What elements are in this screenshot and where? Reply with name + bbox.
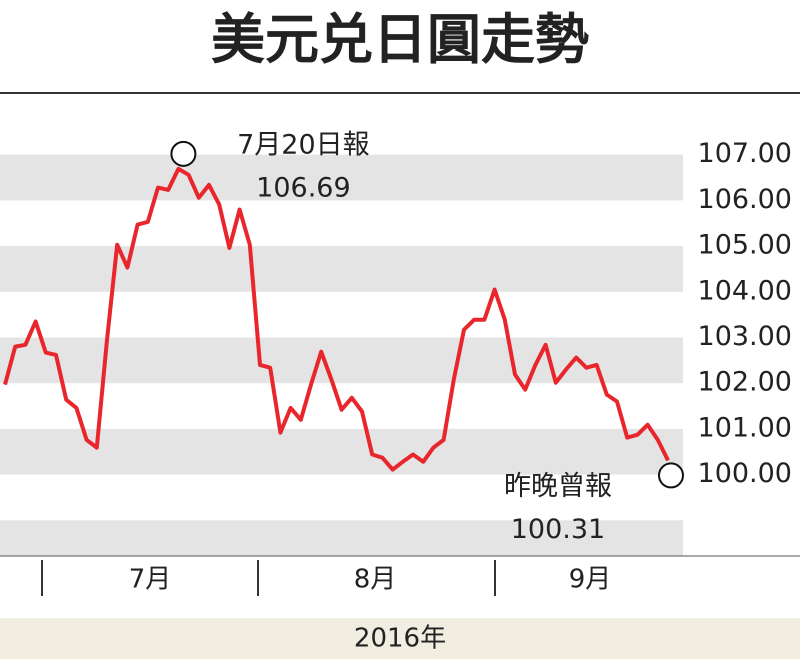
line	[3, 166, 670, 472]
x-tick-label: 8月	[354, 565, 397, 595]
y-tick-label: 101.00	[698, 412, 792, 443]
grid-band	[0, 520, 683, 556]
y-tick-label: 105.00	[698, 230, 792, 261]
annotation-marker	[170, 140, 197, 167]
annotation-label: 7月20日報	[237, 129, 370, 160]
grid-band	[0, 337, 683, 384]
annotation-value: 100.31	[511, 514, 605, 545]
x-axis-label: 2016年	[354, 624, 446, 654]
x-tick-label: 7月	[129, 565, 172, 595]
annotation-marker	[658, 462, 684, 489]
y-tick-label: 103.00	[698, 321, 792, 352]
chart-title: 美元兑日圓走勢	[211, 7, 589, 71]
y-tick-label: 104.00	[698, 275, 792, 306]
grid-band	[0, 246, 683, 292]
grid-band	[0, 154, 683, 201]
x-tick-label: 9月	[569, 565, 612, 595]
y-tick-label: 106.00	[698, 184, 792, 215]
annotation-label: 昨晚曾報	[504, 471, 612, 502]
y-tick-label: 100.00	[698, 458, 792, 489]
year-band	[0, 618, 800, 659]
annotation-value: 106.69	[256, 172, 350, 203]
y-tick-label: 102.00	[698, 367, 792, 398]
y-tick-label: 107.00	[698, 138, 792, 169]
grid-band	[0, 428, 683, 475]
